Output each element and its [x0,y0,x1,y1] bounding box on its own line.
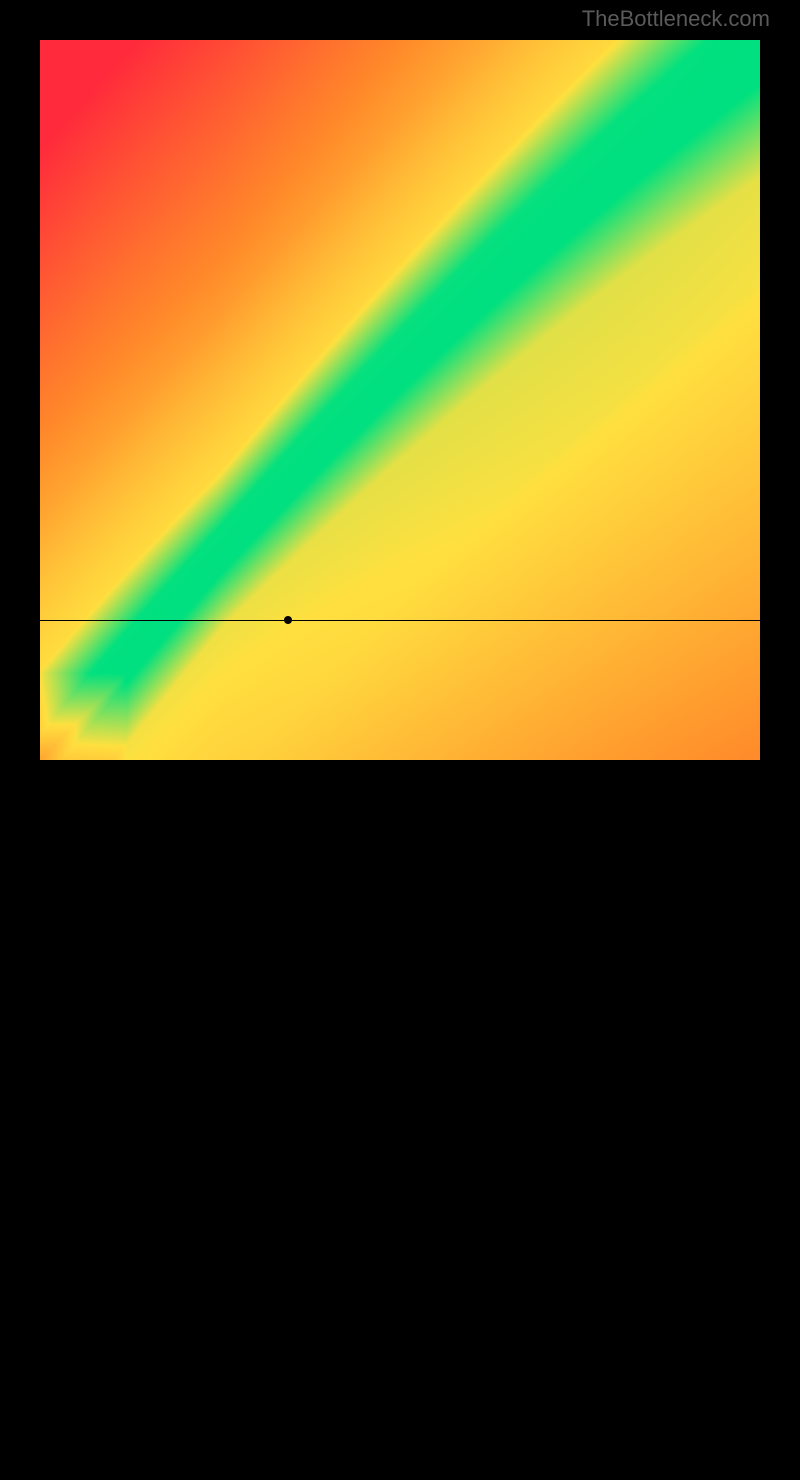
selection-marker [284,616,292,624]
crosshair-vertical [288,760,289,1480]
crosshair-horizontal [40,620,760,621]
heatmap-plot [40,40,760,760]
heatmap-canvas [40,40,760,760]
watermark-text: TheBottleneck.com [582,6,770,32]
